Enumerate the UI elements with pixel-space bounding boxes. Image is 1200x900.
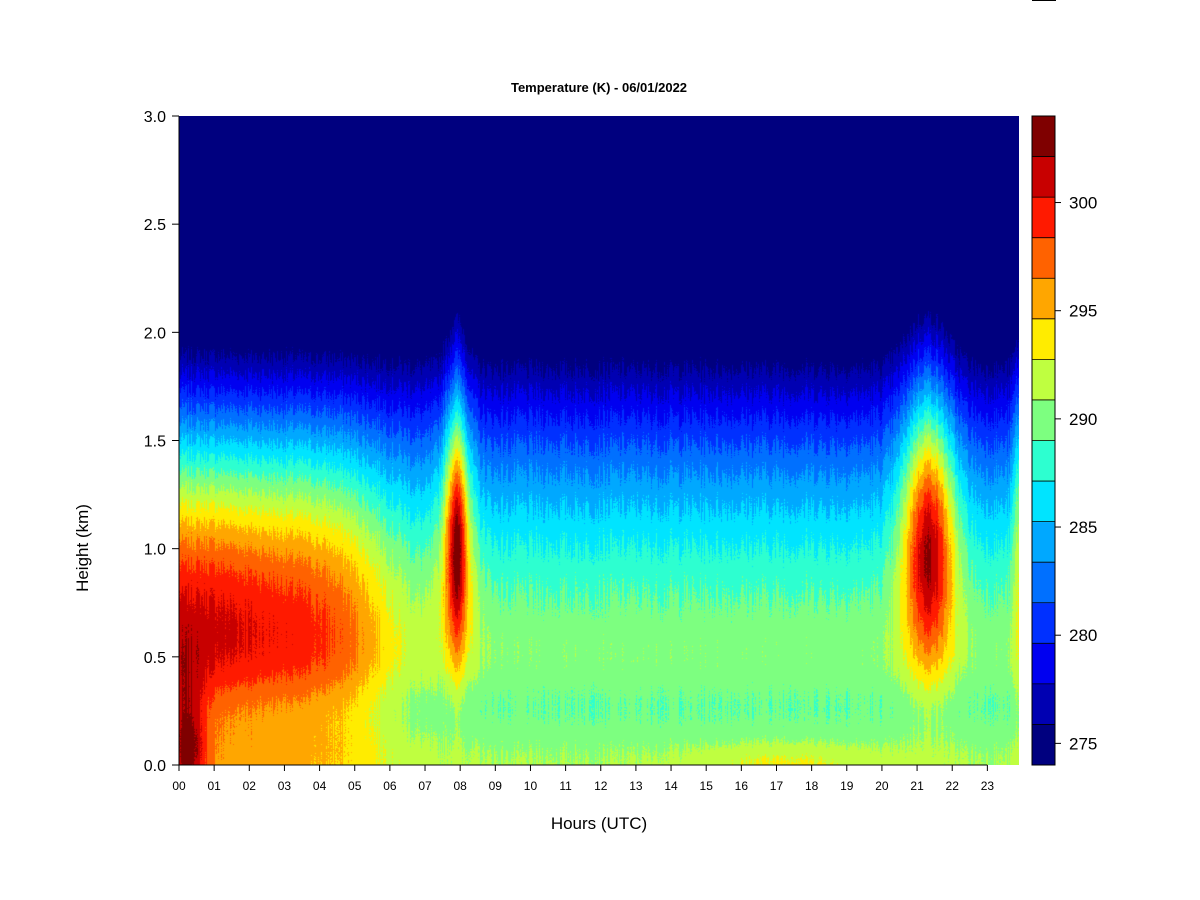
x-tick-label: 13 [629,779,643,793]
colorbar-tick-label: 280 [1069,626,1097,645]
colorbar-swatch [1032,237,1055,279]
x-axis: 00 01 02 03 04 05 06 07 08 09 10 11 12 13 14 15 16 17 18 19… [172,764,995,793]
x-tick-label: 09 [489,779,503,793]
y-tick-label: 1.0 [144,542,166,559]
chart-title: Temperature (K) - 06/01/2022 [511,80,687,95]
x-tick-label: 04 [313,779,327,793]
x-tick-label: 20 [875,779,889,793]
heatmap-plot-area [179,116,1019,765]
y-tick-label: 0.0 [144,758,166,775]
x-tick-label: 07 [418,779,432,793]
x-tick-label: 18 [805,779,819,793]
colorbar-swatch [1032,683,1055,725]
temperature-heatmap-image [179,116,1019,765]
x-tick-label: 01 [207,779,221,793]
colorbar-swatch [1032,359,1055,401]
x-tick-label: 08 [453,779,467,793]
x-tick-label: 23 [981,779,995,793]
x-tick-label: 21 [910,779,924,793]
colorbar-swatch [1032,481,1055,523]
y-axis: 0.0 0.5 1.0 1.5 2.0 2.5 3.0 [144,109,180,775]
x-axis-title: Hours (UTC) [551,814,647,833]
colorbar-tick-label: 285 [1069,518,1097,537]
colorbar-frame [1031,115,1056,766]
colorbar: 275 280 285 290 295 300 [1031,115,1097,766]
x-tick-label: 15 [700,779,714,793]
y-tick-label: 1.5 [144,434,166,451]
corner-mark [1032,0,1056,1]
y-tick-label: 2.5 [144,217,166,234]
colorbar-swatch [1032,278,1055,320]
y-tick-label: 2.0 [144,325,166,342]
colorbar-swatch [1032,156,1055,198]
x-tick-label: 17 [770,779,784,793]
y-tick-label: 0.5 [144,650,166,667]
x-tick-label: 19 [840,779,854,793]
colorbar-tick-label: 295 [1069,302,1097,321]
x-tick-label: 02 [243,779,257,793]
colorbar-tick-label: 300 [1069,194,1097,213]
x-tick-label: 05 [348,779,362,793]
x-tick-label: 12 [594,779,608,793]
x-tick-label: 00 [172,779,186,793]
x-tick-label: 06 [383,779,397,793]
colorbar-swatch [1032,399,1055,441]
x-tick-label: 10 [524,779,538,793]
colorbar-tick-label: 275 [1069,734,1097,753]
colorbar-swatch [1032,602,1055,644]
y-tick-label: 3.0 [144,109,166,126]
colorbar-swatch [1032,724,1055,766]
colorbar-swatch [1032,116,1055,158]
colorbar-swatch [1032,440,1055,482]
x-tick-label: 16 [735,779,749,793]
colorbar-swatch [1032,562,1055,604]
x-tick-label: 11 [559,779,572,793]
x-tick-label: 14 [664,779,678,793]
colorbar-swatch [1032,643,1055,685]
y-axis-title: Height (km) [73,504,92,592]
colorbar-swatch [1032,318,1055,360]
colorbar-swatch [1032,521,1055,563]
colorbar-tick-label: 290 [1069,410,1097,429]
x-tick-label: 22 [946,779,960,793]
colorbar-swatch [1032,197,1055,239]
x-tick-label: 03 [278,779,292,793]
